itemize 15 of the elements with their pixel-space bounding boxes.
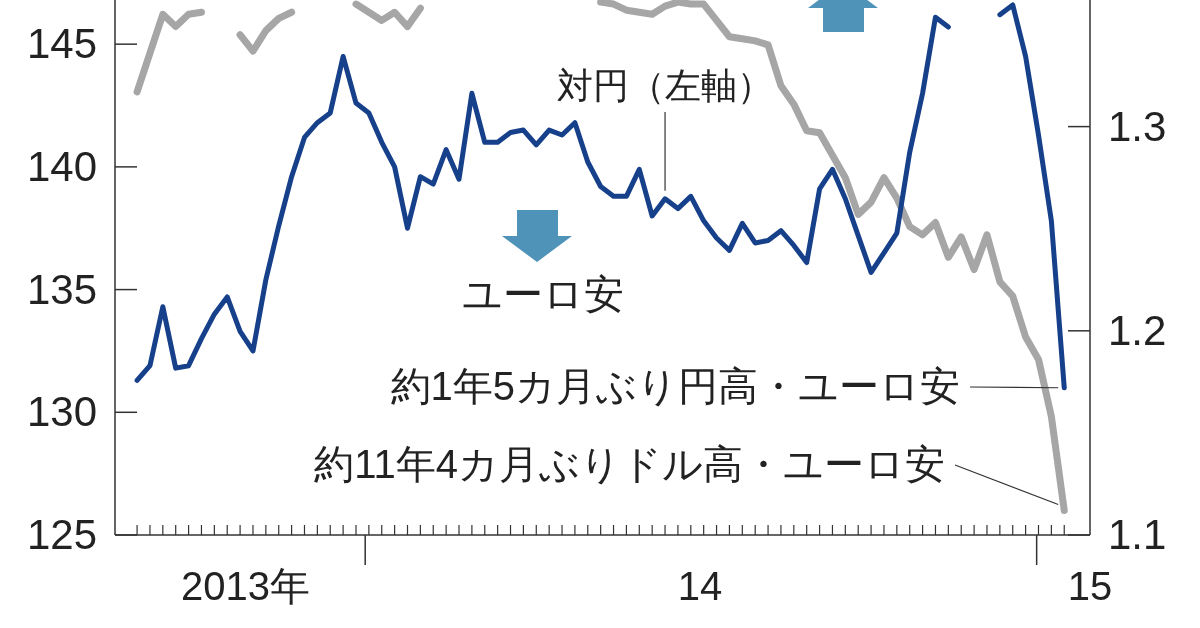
y2-tick-label: 1.3 (1108, 102, 1167, 150)
y-tick-label: 125 (26, 511, 97, 558)
series-label: 対円（左軸） (557, 65, 774, 106)
x-tick-label: 2013年 (181, 564, 311, 608)
y2-tick-label: 1.2 (1108, 306, 1167, 354)
annotation: ユーロ安 (462, 272, 624, 316)
y-tick-label: 140 (26, 142, 97, 190)
y-tick-label: 130 (26, 388, 97, 436)
y-tick-label: 145 (26, 20, 97, 68)
x-tick-label: 14 (677, 564, 723, 608)
annotation: 約11年4カ月ぶりドル高・ユーロ安 (314, 442, 945, 486)
y2-tick-label: 1.1 (1108, 511, 1167, 558)
x-tick-label: 15 (1067, 564, 1113, 608)
annotation: 約1年5カ月ぶり円高・ユーロ安 (390, 364, 960, 408)
y-tick-label: 135 (26, 265, 97, 313)
